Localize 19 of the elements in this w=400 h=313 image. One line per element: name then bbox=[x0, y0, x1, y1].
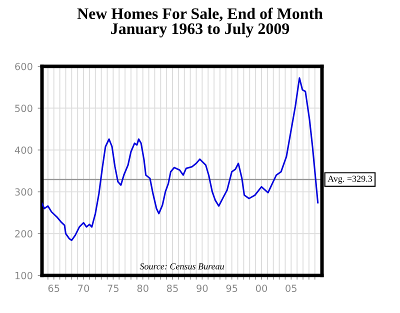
y-tick-label: 400 bbox=[14, 146, 32, 154]
x-tick-label: 90 bbox=[196, 284, 208, 292]
y-tick-label: 500 bbox=[15, 104, 32, 112]
x-tick-label: 80 bbox=[137, 284, 148, 292]
y-tick-label: 300 bbox=[15, 188, 32, 196]
annotation: Source: Census Bureau bbox=[140, 263, 224, 270]
x-tick-label: 95 bbox=[226, 284, 238, 292]
x-tick-label: 05 bbox=[286, 284, 296, 292]
y-tick-label: 100 bbox=[15, 272, 32, 280]
x-tick-label: 65 bbox=[48, 284, 60, 292]
y-tick-label: 600 bbox=[15, 62, 32, 70]
ref-line-label: Avg. =329.3 bbox=[328, 176, 372, 184]
x-tick-label: 00 bbox=[256, 284, 268, 292]
line-series bbox=[42, 77, 319, 242]
chart-title: New Homes For Sale, End of Month January 1963 to July 2009 bbox=[77, 8, 323, 38]
x-tick-label: 70 bbox=[78, 284, 90, 292]
y-tick-label: 200 bbox=[15, 230, 32, 238]
x-tick-label: 85 bbox=[166, 284, 178, 292]
x-tick-label: 75 bbox=[108, 284, 119, 292]
